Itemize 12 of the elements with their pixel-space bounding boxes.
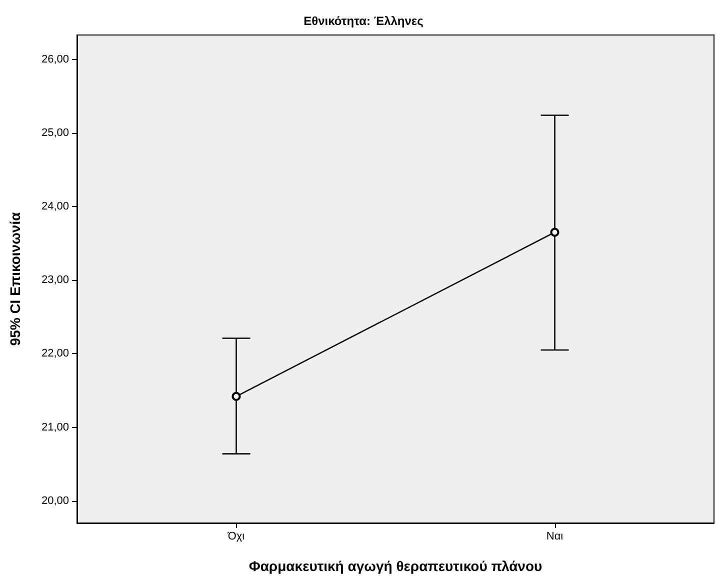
y-tick-label: 24,00 [41,200,69,212]
y-tick-label: 23,00 [41,274,69,286]
y-tick-label: 22,00 [41,348,69,360]
x-tick-label: Όχι [226,530,246,542]
x-tick-label: Ναι [546,530,564,542]
chart-title: Εθνικότητα: Έλληνες [304,14,424,28]
y-axis-title: 95% CI Επικοινωνία [7,212,23,346]
y-tick-label: 25,00 [41,126,69,139]
x-axis-title: Φαρμακευτική αγωγή θεραπευτικού πλάνου [248,558,542,574]
y-tick-label: 21,00 [41,421,69,434]
y-tick-label: 20,00 [41,494,69,507]
y-tick-label: 26,00 [41,53,69,66]
